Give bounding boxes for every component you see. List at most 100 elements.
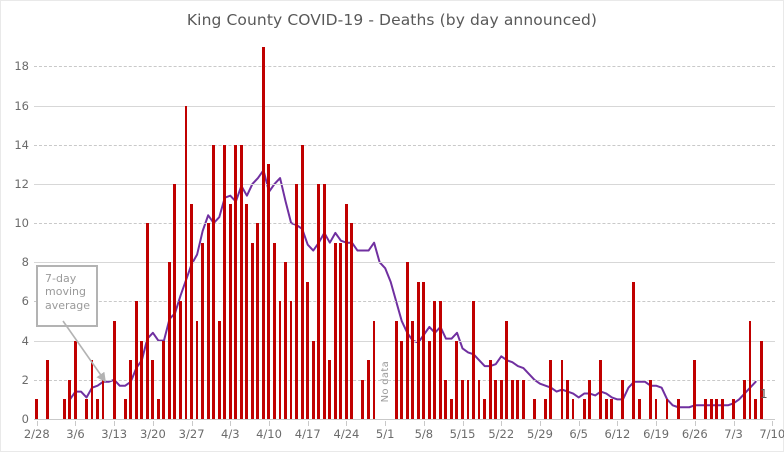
bar — [35, 399, 39, 419]
x-tick-label: 3/27 — [178, 427, 205, 441]
bar — [173, 183, 177, 419]
bar — [256, 223, 260, 419]
x-tick-mark — [733, 421, 735, 426]
bar — [322, 183, 326, 419]
x-tick-label: 5/15 — [449, 427, 476, 441]
y-tick-label: 0 — [21, 412, 29, 426]
callout-line-2: moving — [45, 285, 86, 299]
x-tick-mark — [539, 421, 541, 426]
x-tick-label: 6/26 — [681, 427, 708, 441]
bar — [499, 379, 503, 419]
x-tick-mark — [694, 421, 696, 426]
y-tick-label: 10 — [14, 216, 29, 231]
gridline — [34, 66, 775, 68]
x-tick-label: 7/10 — [759, 427, 784, 441]
bar — [278, 301, 282, 419]
bar — [649, 379, 652, 419]
bar — [267, 164, 271, 419]
bar — [532, 399, 536, 419]
x-tick-mark — [230, 421, 232, 426]
bar — [599, 360, 603, 419]
bar — [145, 223, 149, 419]
bar — [505, 321, 509, 419]
end-value-label: 1 — [760, 387, 768, 401]
bar — [676, 399, 680, 419]
bar — [610, 399, 614, 419]
callout-line-3: average — [45, 298, 91, 312]
x-tick-mark — [423, 421, 425, 426]
bar — [300, 144, 304, 419]
x-tick-label: 6/5 — [569, 427, 588, 441]
x-axis-baseline — [34, 419, 775, 420]
bar — [759, 340, 763, 419]
x-tick-label: 5/22 — [488, 427, 515, 441]
x-tick-label: 6/12 — [604, 427, 631, 441]
bar — [394, 321, 398, 419]
bar — [455, 340, 459, 419]
bar — [289, 301, 293, 419]
bar — [743, 379, 746, 419]
y-tick-label: 8 — [21, 255, 29, 270]
bar — [466, 379, 470, 419]
bar — [245, 203, 249, 419]
bar — [178, 301, 182, 419]
x-tick-mark — [191, 421, 193, 426]
bar — [637, 399, 641, 419]
bar — [261, 46, 265, 419]
bar — [195, 321, 199, 419]
bar — [549, 360, 553, 419]
x-tick-label: 6/19 — [643, 427, 670, 441]
bar — [101, 379, 105, 419]
x-tick-mark — [385, 421, 387, 426]
gridline — [34, 105, 775, 107]
y-tick-label: 16 — [14, 98, 29, 113]
bar — [494, 379, 498, 419]
bar — [84, 399, 88, 419]
bar — [250, 242, 254, 419]
gridline — [34, 340, 775, 342]
moving-average-callout: 7-day moving average — [36, 265, 98, 327]
bar — [273, 242, 276, 419]
x-tick-mark — [462, 421, 464, 426]
bar — [46, 360, 50, 419]
bar — [588, 379, 592, 419]
bar — [129, 360, 133, 419]
bar — [621, 379, 625, 419]
bar — [665, 399, 669, 419]
bar — [372, 321, 376, 419]
bar — [461, 379, 464, 419]
x-tick-mark — [346, 421, 348, 426]
bar — [239, 144, 243, 419]
bar — [344, 203, 348, 419]
y-tick-label: 4 — [21, 333, 29, 348]
bar — [715, 399, 719, 419]
bar — [582, 399, 586, 419]
bar — [720, 399, 724, 419]
bar — [444, 379, 448, 419]
y-tick-label: 18 — [14, 59, 29, 74]
bar — [693, 360, 697, 419]
bar — [234, 144, 238, 419]
bar — [223, 144, 227, 419]
x-tick-mark — [578, 421, 580, 426]
bar — [433, 301, 437, 419]
callout-arrow-icon — [62, 320, 106, 383]
bar — [566, 379, 569, 419]
bar — [162, 340, 166, 419]
bar — [62, 399, 66, 419]
bar — [167, 262, 171, 419]
bar — [206, 223, 210, 419]
bar — [311, 340, 315, 419]
bar — [632, 281, 636, 419]
gridline — [34, 301, 775, 303]
bar — [709, 399, 713, 419]
bar — [140, 340, 144, 419]
bar — [90, 360, 94, 419]
x-tick-label: 2/28 — [23, 427, 50, 441]
bar — [328, 360, 332, 419]
gridline — [34, 379, 775, 381]
bar — [472, 301, 475, 419]
bar — [483, 399, 486, 419]
x-tick-label: 4/3 — [221, 427, 240, 441]
